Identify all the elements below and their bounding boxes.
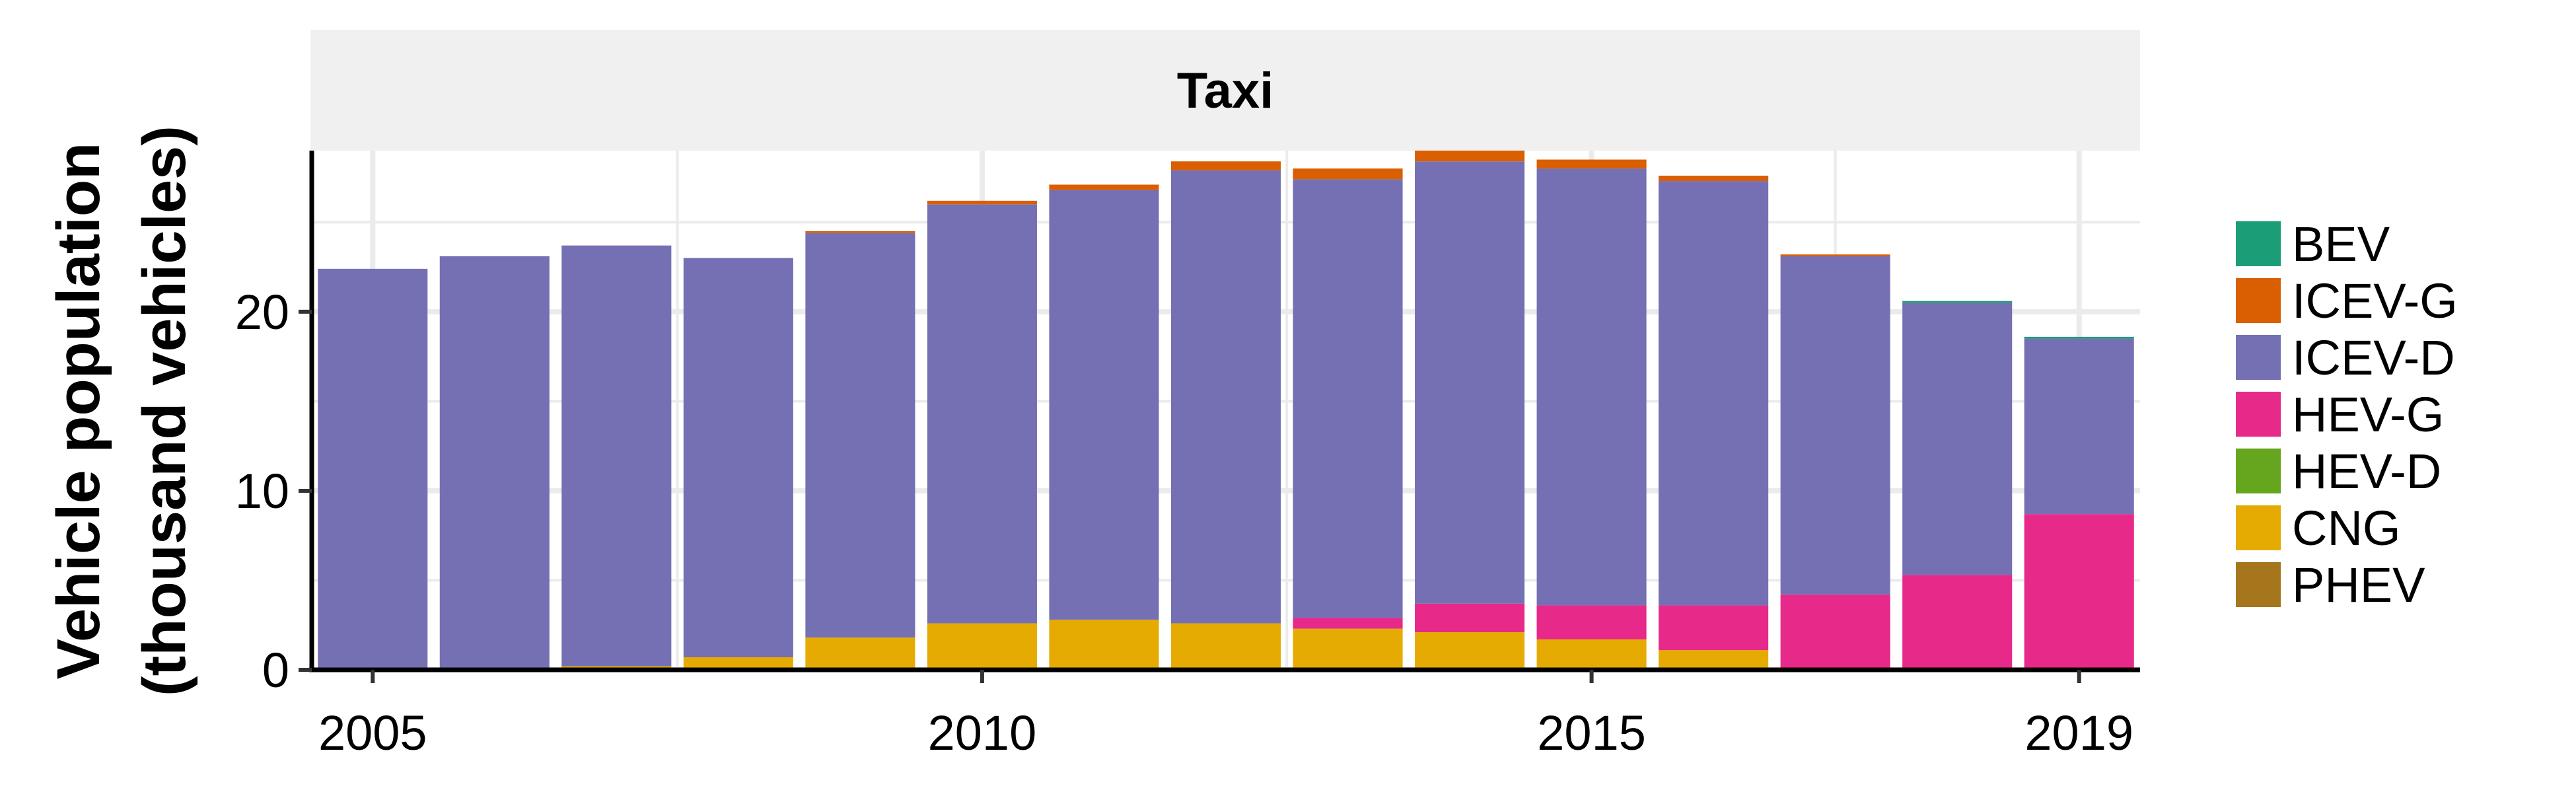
bar-bev-2019	[2024, 336, 2134, 339]
bar-hev-g-2014	[1415, 603, 1525, 633]
bar-cng-2015	[1536, 639, 1647, 670]
bar-icev-d-2011	[1049, 190, 1159, 620]
bar-icev-d-2006	[439, 256, 550, 669]
bar-hev-g-2018	[1902, 575, 2013, 670]
legend-key-phev	[2236, 562, 2281, 607]
axis-ticks: 0 10 20 2005 2010 2015 2019	[235, 285, 2133, 760]
bar-cng-2008	[683, 657, 793, 670]
x-tick-label: 2010	[928, 706, 1037, 760]
bar-icev-d-2010	[927, 204, 1037, 624]
bar-icev-d-2015	[1536, 168, 1647, 606]
bar-hev-g-2016	[1659, 605, 1769, 651]
bar-icev-g-2009	[805, 231, 915, 233]
legend-key-cng	[2236, 505, 2281, 550]
facet-strip	[310, 30, 2140, 151]
bar-icev-g-2011	[1049, 184, 1159, 190]
bar-cng-2010	[927, 623, 1037, 670]
legend-key-hev-g	[2236, 392, 2281, 437]
legend-label-icev-g: ICEV-G	[2292, 273, 2458, 328]
bar-icev-d-2014	[1415, 161, 1525, 604]
bar-icev-d-2017	[1780, 256, 1890, 595]
y-axis-title: Vehicle population (thousand vehicles)	[45, 126, 198, 696]
legend-key-icev-g	[2236, 278, 2281, 323]
legend-key-icev-d	[2236, 335, 2281, 380]
bar-icev-d-2013	[1293, 179, 1403, 618]
bar-cng-2016	[1659, 650, 1769, 670]
bar-cng-2013	[1293, 628, 1403, 670]
legend-key-bev	[2236, 221, 2281, 266]
bar-icev-d-2007	[561, 245, 672, 667]
legend-label-cng: CNG	[2292, 501, 2400, 556]
bar-icev-g-2015	[1536, 159, 1647, 169]
legend-label-hev-d: HEV-D	[2292, 444, 2441, 499]
x-tick-label: 2005	[318, 706, 427, 760]
bar-icev-d-2008	[683, 258, 793, 658]
bar-bev-2018	[1902, 301, 2013, 303]
bar-icev-d-2019	[2024, 338, 2134, 515]
bar-icev-g-2016	[1659, 175, 1769, 182]
bar-cng-2009	[805, 637, 915, 670]
x-tick-label: 2015	[1537, 706, 1646, 760]
legend-label-bev: BEV	[2292, 217, 2390, 271]
bar-cng-2011	[1049, 620, 1159, 670]
bar-icev-d-2016	[1659, 181, 1769, 606]
bar-icev-g-2014	[1415, 151, 1525, 162]
facet-title: Taxi	[1177, 63, 1273, 119]
bar-hev-g-2015	[1536, 605, 1647, 639]
bar-cng-2012	[1170, 623, 1281, 670]
bar-hev-g-2019	[2024, 514, 2134, 670]
legend-label-phev: PHEV	[2292, 558, 2425, 612]
y-tick-label: 10	[235, 464, 289, 519]
y-tick-label: 20	[235, 285, 289, 340]
y-axis-title-line-2: (thousand vehicles)	[131, 126, 198, 696]
bar-hev-g-2017	[1780, 595, 1890, 670]
bar-icev-g-2013	[1293, 168, 1403, 180]
bar-icev-g-2012	[1170, 161, 1281, 170]
bars	[318, 151, 2134, 670]
bar-icev-d-2005	[318, 268, 428, 669]
y-axis-title-line-1: Vehicle population	[45, 143, 112, 680]
bar-icev-d-2009	[805, 233, 915, 638]
x-tick-label: 2019	[2024, 706, 2133, 760]
legend-label-hev-g: HEV-G	[2292, 387, 2444, 442]
bar-icev-d-2012	[1170, 170, 1281, 624]
bar-icev-g-2017	[1780, 254, 1890, 256]
bar-icev-g-2010	[927, 200, 1037, 205]
bar-hev-g-2013	[1293, 618, 1403, 629]
bar-cng-2014	[1415, 632, 1525, 670]
bar-icev-d-2018	[1902, 303, 2013, 575]
legend-key-hev-d	[2236, 449, 2281, 493]
y-tick-label: 0	[262, 643, 289, 698]
legend-label-icev-d: ICEV-D	[2292, 330, 2455, 385]
